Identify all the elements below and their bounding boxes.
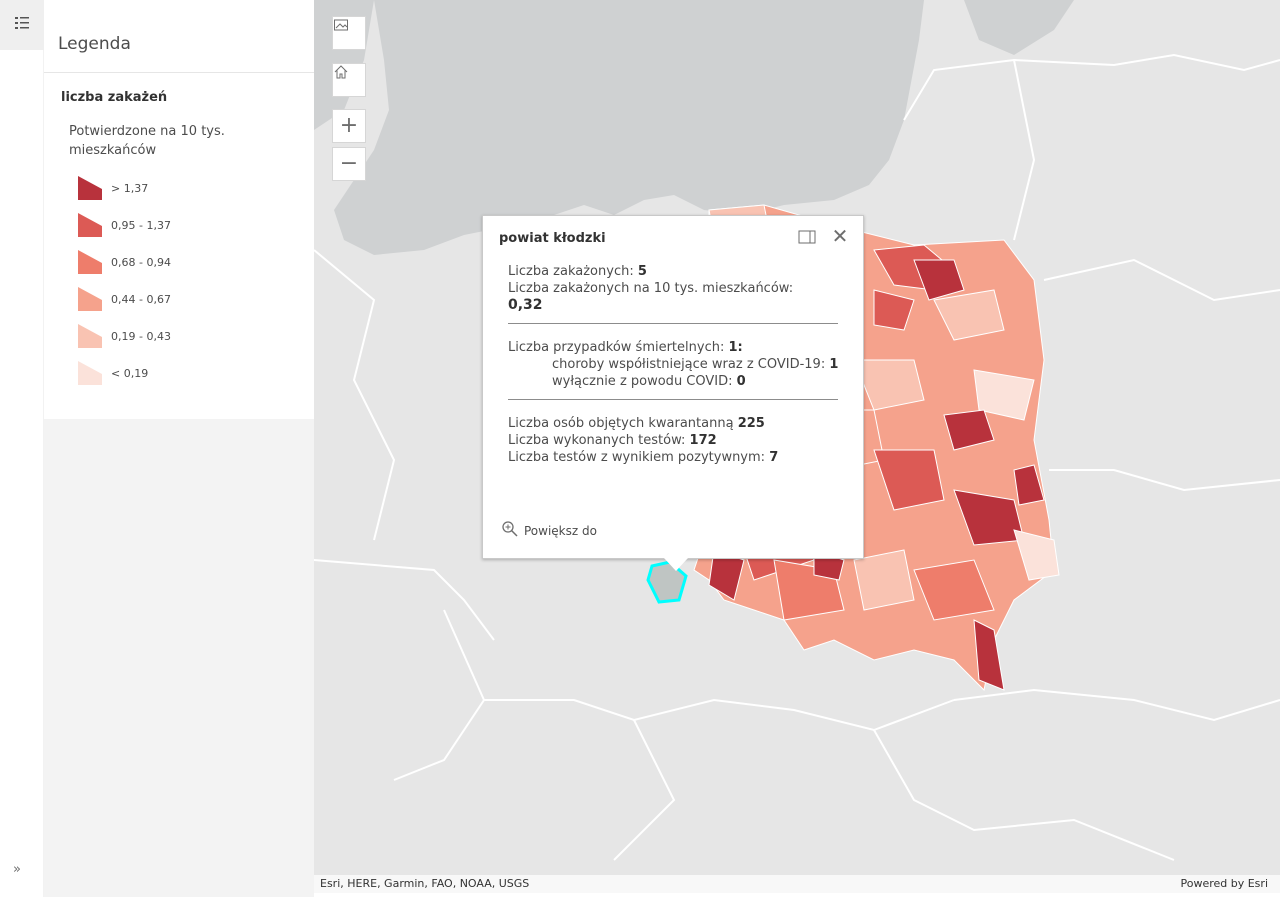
plus-icon: + — [339, 113, 359, 138]
gulf-water — [964, 0, 1074, 55]
popup-content: Liczba zakażonych: 5 Liczba zakażonych n… — [508, 263, 844, 466]
legend-class-5: 0,19 - 0,43 — [76, 322, 171, 350]
cases-label: Liczba zakażonych: — [508, 264, 638, 279]
covid-only-line: wyłącznie z powodu COVID: 0 — [508, 373, 844, 390]
positive-line: Liczba testów z wynikiem pozytywnym: 7 — [508, 449, 844, 466]
popup-divider — [508, 399, 838, 400]
cases-line: Liczba zakażonych: 5 — [508, 263, 844, 280]
cases-per-value: 0,32 — [508, 297, 543, 313]
comorbid-value: 1 — [829, 357, 839, 372]
tests-line: Liczba wykonanych testów: 172 — [508, 432, 844, 449]
double-chevron-right-icon: » — [13, 861, 21, 877]
popup-title: powiat kłodzki — [499, 231, 606, 246]
legend-class-2: 0,95 - 1,37 — [76, 211, 171, 239]
legend-title: Legenda — [58, 34, 131, 54]
cases-per-label: Liczba zakażonych na 10 tys. mieszkańców… — [508, 281, 794, 296]
positive-value: 7 — [769, 450, 779, 465]
dock-button[interactable] — [798, 229, 816, 245]
expand-panel-button[interactable]: » — [0, 857, 34, 881]
legend-swatch — [78, 250, 102, 274]
zoom-to-button[interactable]: Powiększ do — [501, 520, 597, 541]
zoom-to-label: Powiększ do — [524, 523, 597, 538]
comorbid-line: choroby współistniejące wraz z COVID-19:… — [508, 356, 844, 373]
legend-class-label: 0,44 - 0,67 — [111, 292, 171, 306]
legend-swatch — [78, 287, 102, 311]
legend-class-3: 0,68 - 0,94 — [76, 248, 171, 276]
legend-toggle-button[interactable] — [0, 0, 44, 50]
deaths-label: Liczba przypadków śmiertelnych: — [508, 340, 729, 355]
deaths-value: 1: — [728, 340, 743, 355]
legend-card: Legenda liczba zakażeń Potwierdzone na 1… — [44, 0, 314, 419]
attribution-bar: Esri, HERE, Garmin, FAO, NOAA, USGS Powe… — [314, 875, 1280, 893]
quarantine-label: Liczba osób objętych kwarantanną — [508, 416, 738, 431]
icon-strip: » — [0, 0, 44, 897]
legend-field-title: Potwierdzone na 10 tys. mieszkańców — [69, 124, 225, 158]
zoom-in-button[interactable]: + — [332, 109, 366, 143]
popup-divider — [508, 323, 838, 324]
legend-class-label: 0,95 - 1,37 — [111, 218, 171, 232]
legend-class-4: 0,44 - 0,67 — [76, 285, 171, 313]
legend-panel: Legenda liczba zakażeń Potwierdzone na 1… — [44, 0, 314, 897]
popup-pointer — [664, 558, 688, 571]
legend-divider — [44, 72, 314, 73]
tests-value: 172 — [689, 433, 717, 448]
cases-value: 5 — [637, 264, 647, 279]
minus-icon: − — [339, 151, 359, 176]
legend-swatch — [78, 176, 102, 200]
legend-layer-title: liczba zakażeń — [61, 90, 168, 105]
powered-by-link[interactable]: Powered by Esri — [1180, 877, 1268, 890]
covid-only-label: wyłącznie z powodu COVID: — [552, 374, 737, 389]
comorbid-label: choroby współistniejące wraz z COVID-19: — [552, 357, 830, 372]
legend-list-icon — [14, 15, 30, 35]
basemap-gallery-button[interactable] — [332, 16, 366, 50]
dock-icon — [798, 230, 816, 249]
close-button[interactable]: ✕ — [830, 226, 850, 246]
quarantine-line: Liczba osób objętych kwarantanną 225 — [508, 415, 844, 432]
positive-label: Liczba testów z wynikiem pozytywnym: — [508, 450, 770, 465]
legend-swatch — [78, 213, 102, 237]
attribution-text: Esri, HERE, Garmin, FAO, NOAA, USGS — [320, 877, 530, 890]
tests-label: Liczba wykonanych testów: — [508, 433, 690, 448]
zoom-out-button[interactable]: − — [332, 147, 366, 181]
legend-class-label: 0,68 - 0,94 — [111, 255, 171, 269]
legend-class-1: > 1,37 — [76, 174, 148, 202]
zoom-magnifier-icon — [501, 520, 519, 541]
baltic-sea — [334, 0, 924, 255]
close-icon: ✕ — [831, 224, 849, 248]
legend-class-6: < 0,19 — [76, 359, 148, 387]
legend-class-label: 0,19 - 0,43 — [111, 329, 171, 343]
legend-swatch — [78, 324, 102, 348]
home-button[interactable] — [332, 63, 366, 97]
legend-class-label: < 0,19 — [111, 366, 149, 380]
deaths-line: Liczba przypadków śmiertelnych: 1: — [508, 339, 844, 356]
quarantine-value: 225 — [737, 416, 765, 431]
legend-class-label: > 1,37 — [111, 181, 149, 195]
feature-popup: powiat kłodzki ✕ Liczba zakażonych: 5 Li… — [482, 215, 864, 571]
map-view[interactable]: + − Esri, HERE, Garmin, FAO, NOAA, USGS … — [314, 0, 1280, 893]
covid-only-value: 0 — [736, 374, 746, 389]
legend-swatch — [78, 361, 102, 385]
